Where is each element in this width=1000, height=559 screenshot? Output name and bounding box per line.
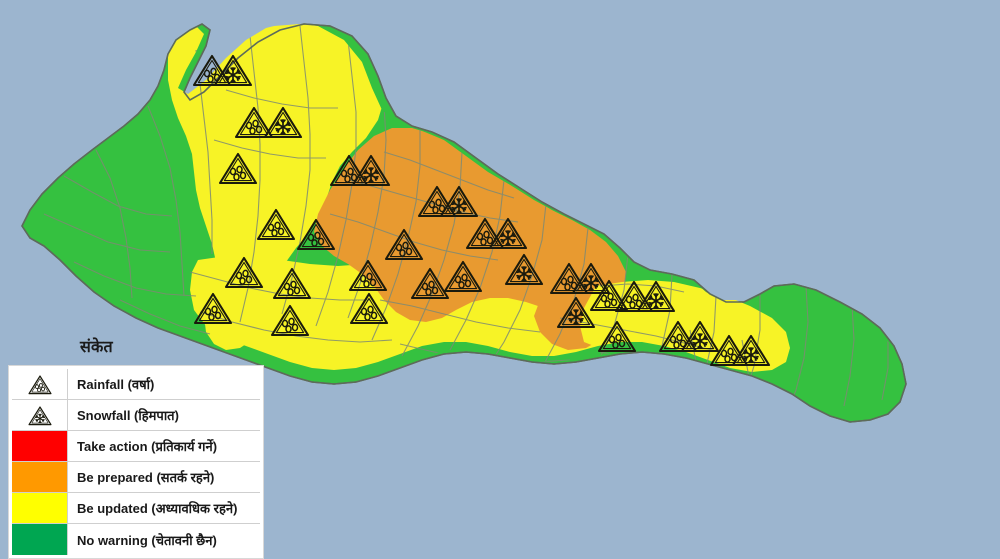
swatch-fill bbox=[12, 431, 67, 461]
rainfall-warning-icon bbox=[12, 369, 68, 399]
legend-row: Be prepared (सतर्क रहने) bbox=[12, 462, 260, 493]
legend-label: Take action (प्रतिकार्य गर्ने) bbox=[68, 431, 260, 461]
swatch-fill bbox=[12, 524, 67, 555]
legend-row: Rainfall (वर्षा) bbox=[12, 369, 260, 400]
legend-color-swatch bbox=[12, 524, 68, 555]
legend-label: No warning (चेतावनी छैन) bbox=[68, 524, 260, 555]
legend-row: Take action (प्रतिकार्य गर्ने) bbox=[12, 431, 260, 462]
legend-label: Be updated (अध्यावधिक रहने) bbox=[68, 493, 260, 523]
legend-title: संकेत bbox=[80, 335, 270, 357]
legend-color-swatch bbox=[12, 431, 68, 461]
snowfall-warning-icon bbox=[12, 400, 68, 430]
legend-color-swatch bbox=[12, 493, 68, 523]
legend-label: Snowfall (हिमपात) bbox=[68, 400, 260, 430]
swatch-fill bbox=[12, 462, 67, 492]
legend-table: Rainfall (वर्षा) Snowfall (हिमपात)Take a… bbox=[8, 365, 264, 559]
legend-label: Rainfall (वर्षा) bbox=[68, 369, 260, 399]
legend-row: Be updated (अध्यावधिक रहने) bbox=[12, 493, 260, 524]
legend-color-swatch bbox=[12, 462, 68, 492]
legend-row: No warning (चेतावनी छैन) bbox=[12, 524, 260, 555]
legend-row: Snowfall (हिमपात) bbox=[12, 400, 260, 431]
map-legend: संकेत Rainfall (वर्षा) Snowfall (हिमपात)… bbox=[8, 335, 270, 559]
swatch-fill bbox=[12, 493, 67, 523]
legend-label: Be prepared (सतर्क रहने) bbox=[68, 462, 260, 492]
